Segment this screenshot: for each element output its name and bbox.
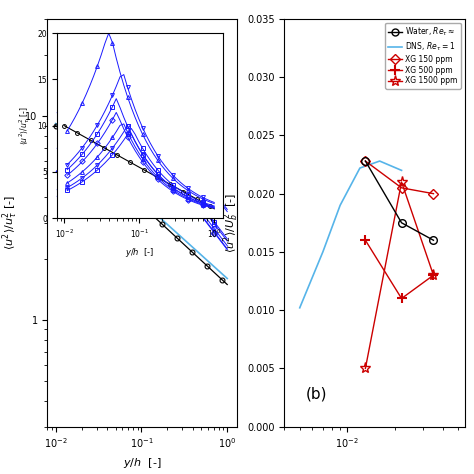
X-axis label: $y/h$  [-]: $y/h$ [-] <box>125 246 155 259</box>
Legend: Water, $Re_\tau \approx$, DNS, $Re_\tau = 1$, XG 150 ppm, XG 500 ppm, XG 1500 pp: Water, $Re_\tau \approx$, DNS, $Re_\tau … <box>385 23 461 89</box>
Text: (b): (b) <box>306 386 328 401</box>
Y-axis label: $\langle u^2 \rangle / U_b^2$  [-]: $\langle u^2 \rangle / U_b^2$ [-] <box>222 192 241 253</box>
Y-axis label: $\langle u^2 \rangle / u_\tau^2$ [-]: $\langle u^2 \rangle / u_\tau^2$ [-] <box>0 195 20 250</box>
X-axis label: $y/h$  [-]: $y/h$ [-] <box>123 456 162 470</box>
Y-axis label: $\langle u^2 \rangle / u_\tau^2$ [-]: $\langle u^2 \rangle / u_\tau^2$ [-] <box>17 106 32 145</box>
